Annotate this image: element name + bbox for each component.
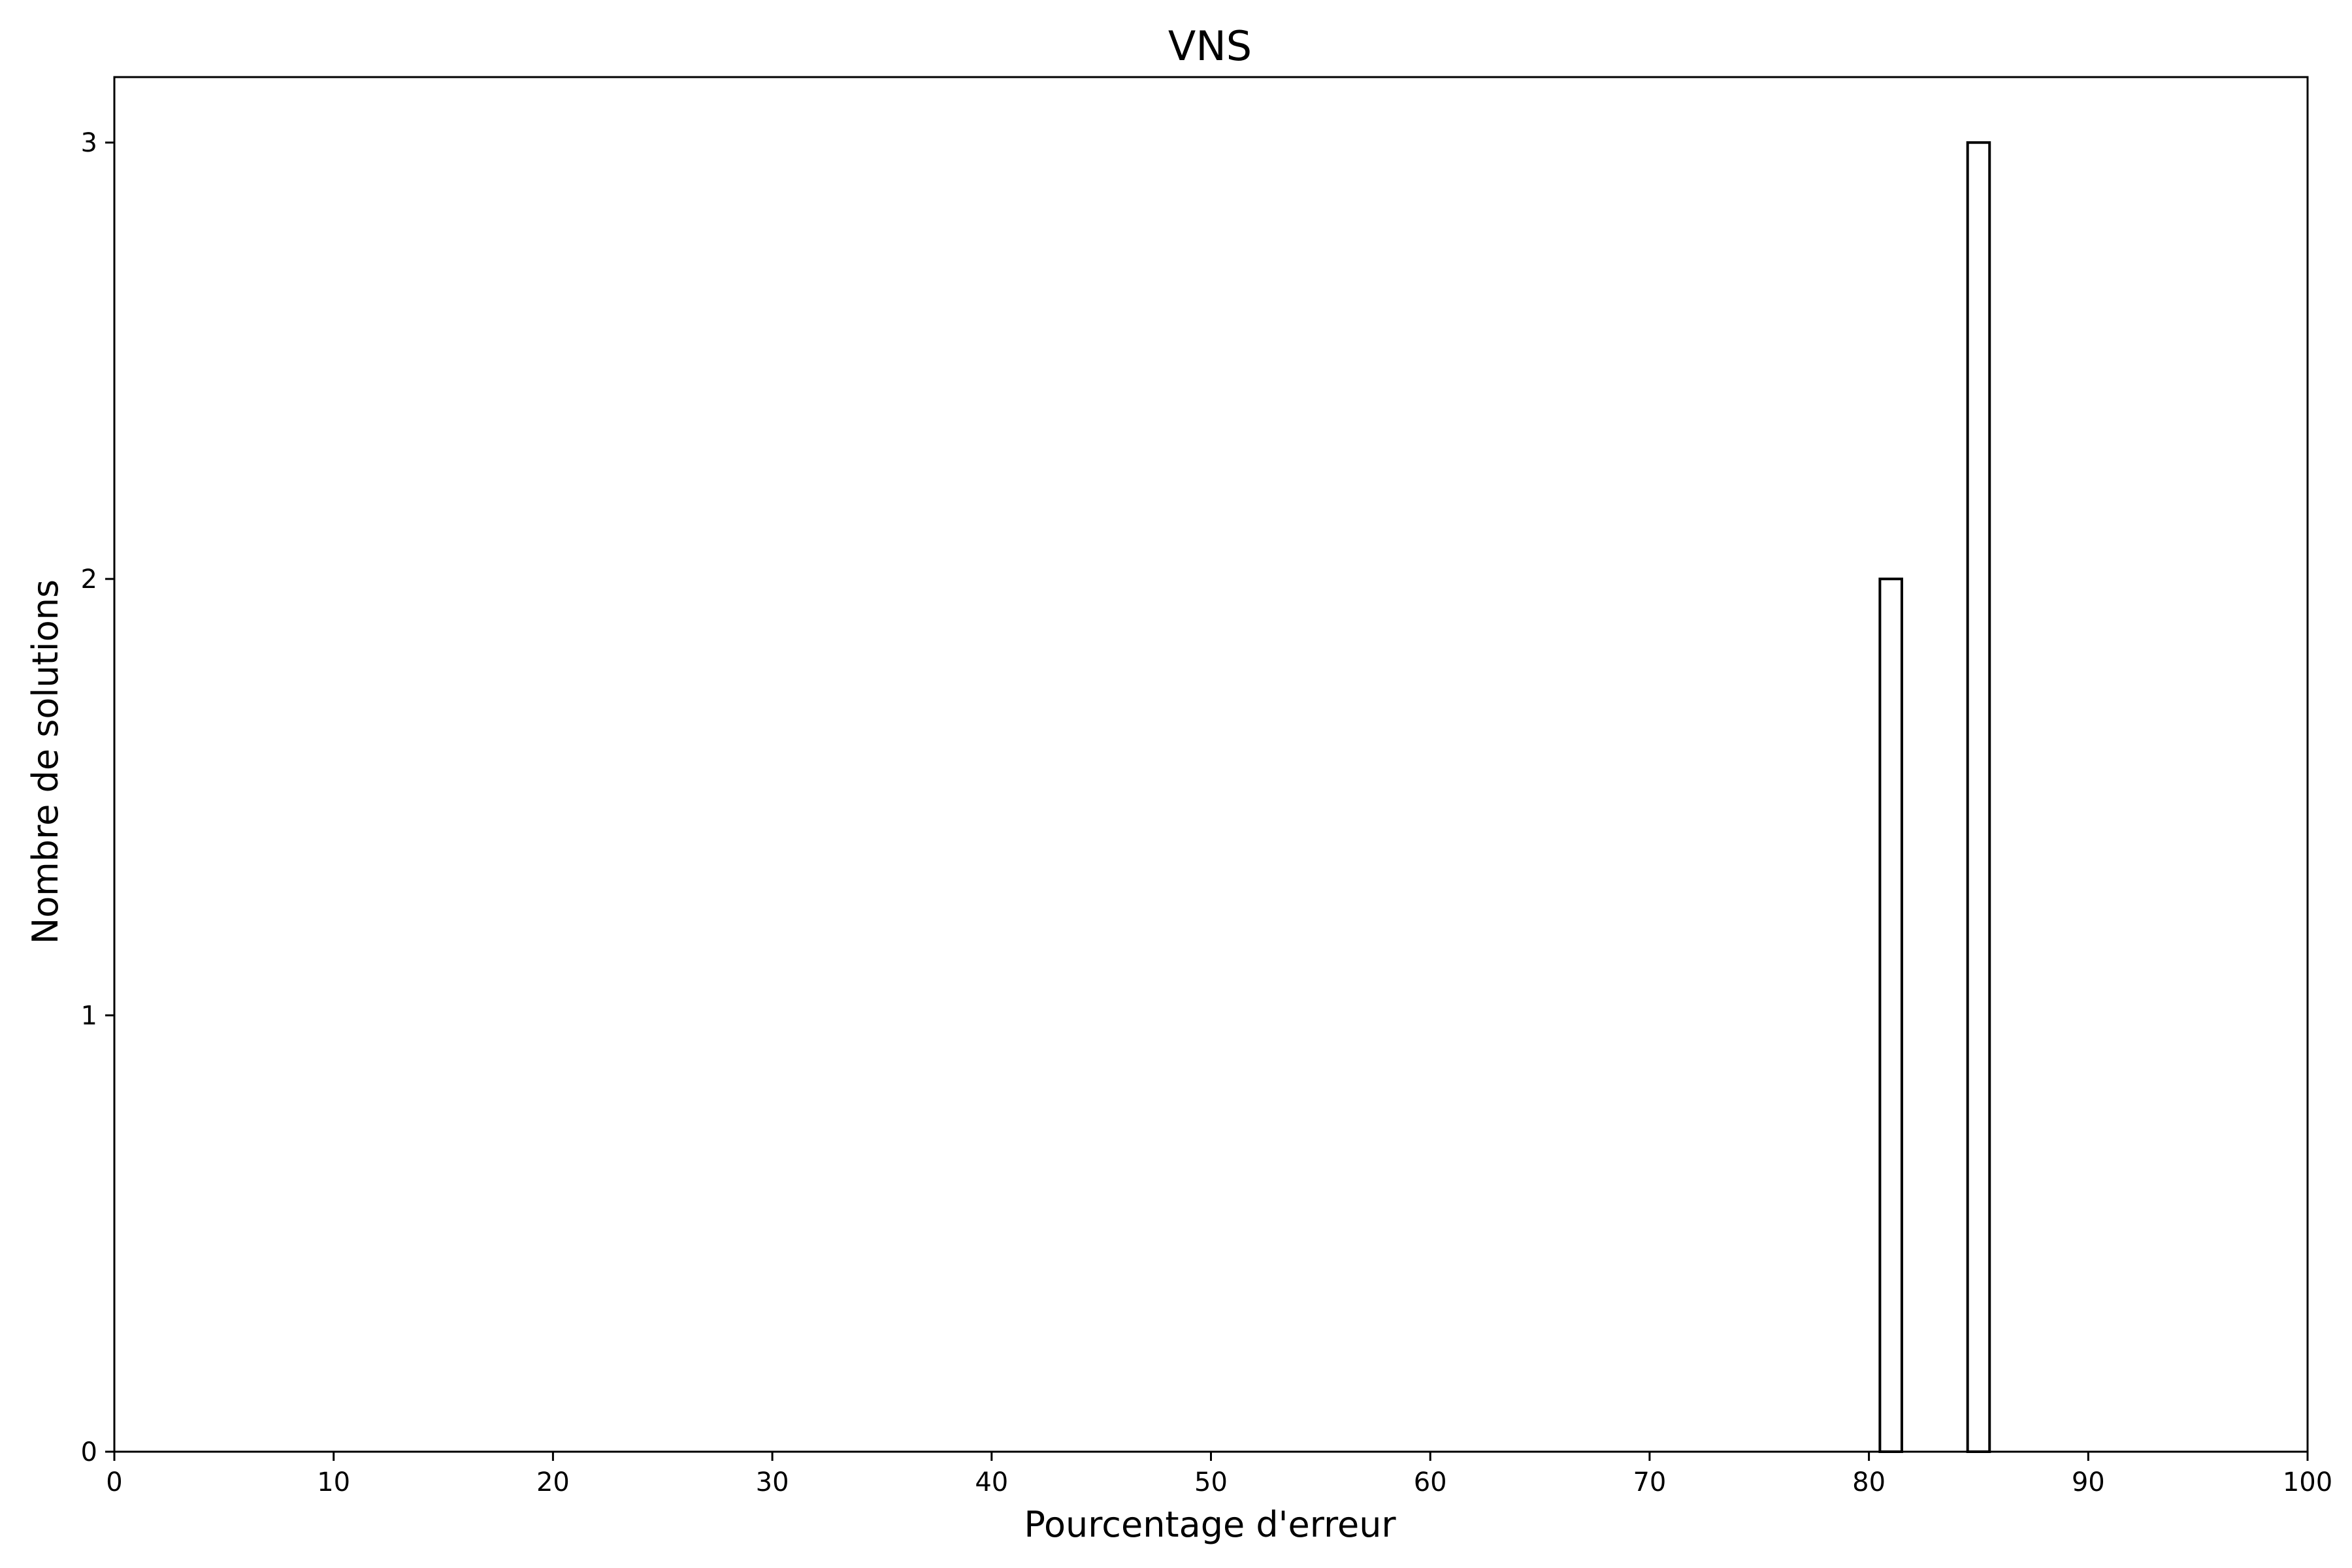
x-tick-label-40: 40 — [975, 1467, 1008, 1497]
y-tick-label-2: 2 — [81, 564, 97, 595]
x-axis-label: Pourcentage d'erreur — [1024, 1504, 1396, 1545]
x-tick-label-0: 0 — [106, 1467, 122, 1497]
histogram-bar-85 — [1966, 141, 1991, 1454]
x-tick-label-50: 50 — [1194, 1467, 1228, 1497]
x-tick-label-90: 90 — [2072, 1467, 2105, 1497]
x-tick-label-20: 20 — [536, 1467, 570, 1497]
y-tick-label-1: 1 — [81, 1001, 97, 1031]
y-tick-label-3: 3 — [81, 128, 97, 158]
x-tick-label-70: 70 — [1633, 1467, 1666, 1497]
x-tick-label-10: 10 — [317, 1467, 350, 1497]
y-tick-label-0: 0 — [81, 1437, 97, 1467]
plot-area: 0 10 20 30 40 50 60 70 80 90 100 0 1 2 3 — [81, 76, 2332, 1497]
histogram-bar-81 — [1878, 578, 1903, 1454]
x-tick-label-100: 100 — [2283, 1467, 2332, 1497]
chart-title: VNS — [1168, 22, 1252, 70]
x-tick-label-30: 30 — [756, 1467, 789, 1497]
x-tick-label-60: 60 — [1414, 1467, 1447, 1497]
y-axis-label: Nombre de solutions — [25, 580, 66, 944]
x-tick-label-80: 80 — [1852, 1467, 1886, 1497]
